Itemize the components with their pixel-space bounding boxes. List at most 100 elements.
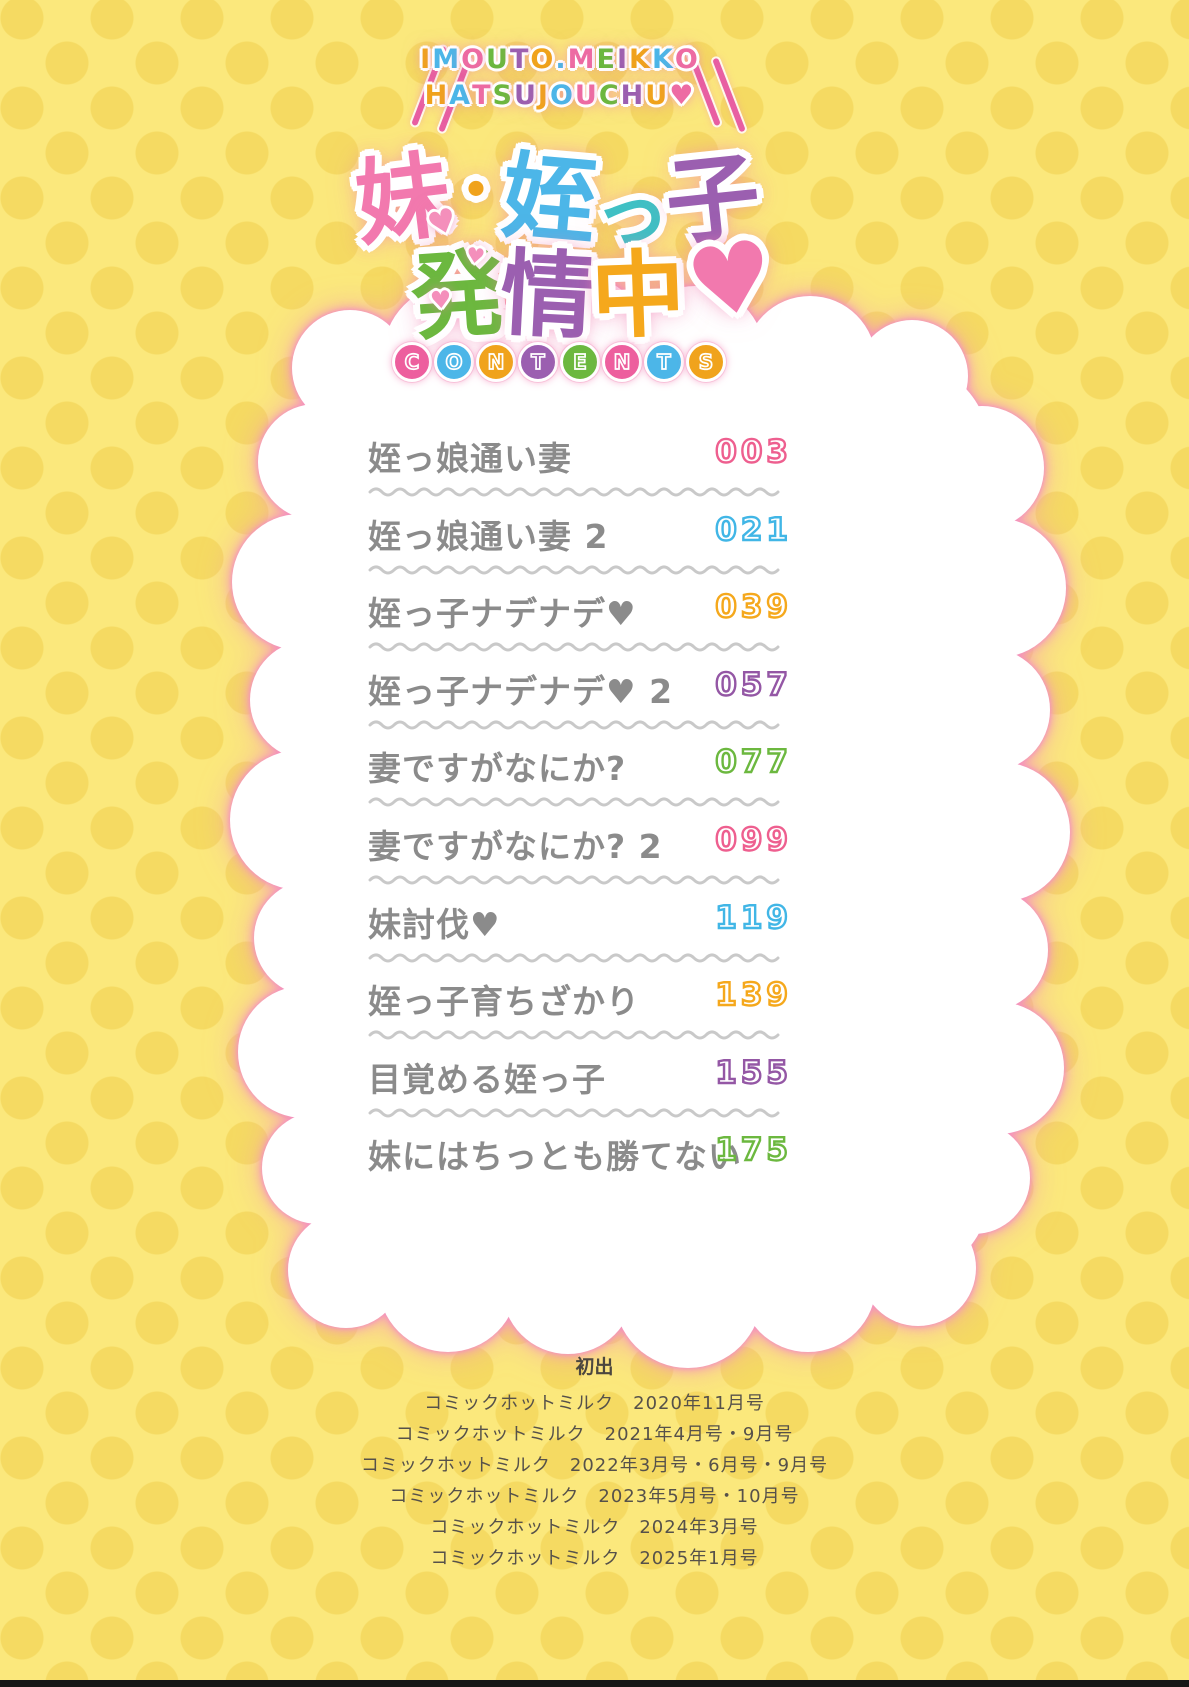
contents-letter-circle: C: [392, 342, 432, 382]
contents-letter: C: [404, 349, 420, 375]
cloud-bump: [288, 1212, 404, 1328]
toc-title: 姪っ子ナデナデ♥ 2: [368, 671, 674, 711]
wavy-divider: [368, 875, 780, 885]
logo-letter: U: [574, 80, 599, 111]
cloud-bump: [926, 518, 1066, 658]
logo-letter: S: [492, 80, 514, 111]
toc-row: 姪っ子育ちざかり 139: [368, 967, 792, 1045]
logo-letter: H: [424, 80, 450, 111]
logo-letter: .: [555, 44, 568, 75]
publication-line: コミックホットミルク 2025年1月号: [430, 1548, 759, 1569]
publication-line: コミックホットミルク 2021年4月号・9月号: [395, 1424, 794, 1445]
contents-letter: T: [656, 349, 671, 375]
publication-info: 初出 コミックホットミルク 2020年11月号コミックホットミルク 2021年4…: [0, 1352, 1189, 1574]
contents-letter-circle: T: [644, 342, 684, 382]
toc-page-number: 021: [714, 510, 792, 548]
toc-page-number: 139: [714, 976, 792, 1014]
toc-page-number: 077: [714, 743, 792, 781]
toc-page-number: 003: [714, 433, 792, 471]
cloud-bump: [250, 640, 370, 760]
cloud-bump: [614, 1220, 762, 1368]
toc-row: 妹討伐♥ 119: [368, 890, 792, 968]
toc-title: 姪っ娘通い妻: [368, 439, 572, 478]
small-heart-icon: ♥: [429, 285, 453, 315]
publication-line: コミックホットミルク 2024年3月号: [430, 1517, 759, 1538]
publication-heading: 初出: [575, 1356, 614, 1378]
wavy-divider: [368, 1030, 780, 1040]
title-char: 発: [407, 238, 510, 355]
cloud-bump: [930, 762, 1070, 902]
toc-page-number: 057: [714, 666, 792, 704]
cloud-base: [310, 360, 990, 1280]
logo-letter: T: [509, 44, 531, 75]
cloud-bump: [254, 880, 370, 996]
logo-letter: U: [486, 44, 510, 75]
wavy-divider: [368, 642, 780, 652]
logo-letter: ♥: [669, 80, 696, 111]
cloud-bump: [230, 750, 370, 890]
publication-line: コミックホットミルク 2023年5月号・10月号: [389, 1486, 800, 1507]
toc-title: 妹討伐♥: [368, 904, 501, 944]
contents-letter-circle: N: [476, 342, 516, 382]
toc-title: 妹にはちっとも勝てない: [368, 1137, 742, 1177]
toc-title: 妻ですがなにか?: [368, 749, 627, 789]
cloud-bump: [920, 406, 1044, 530]
toc-row: 妻ですがなにか? 2 099: [368, 812, 792, 890]
cloud-bump: [502, 1222, 634, 1354]
logo-letter: K: [651, 44, 675, 75]
logo-line1: IMOUTO.MEIKKO: [0, 44, 1120, 75]
book-title-line2: 発情中: [0, 220, 1096, 356]
title-heart-icon: ♥: [678, 217, 784, 343]
contents-letter: S: [698, 349, 714, 375]
cloud-bump: [258, 404, 374, 520]
contents-letter: N: [487, 349, 505, 375]
logo-letter: E: [596, 44, 617, 75]
contents-letter-circle: O: [434, 342, 474, 382]
logo-letter: O: [549, 80, 575, 111]
toc-title: 姪っ子ナデナデ♥: [368, 594, 637, 634]
wavy-divider: [368, 797, 780, 807]
cloud-bump: [856, 320, 968, 432]
logo-letter: A: [449, 80, 473, 111]
toc-row: 姪っ子ナデナデ♥ 2 057: [368, 657, 792, 735]
logo-letter: C: [598, 80, 621, 111]
publication-line: コミックホットミルク 2020年11月号: [424, 1393, 765, 1414]
logo-letter: U: [513, 80, 538, 111]
contents-letter-circle: T: [518, 342, 558, 382]
cloud-bump: [744, 296, 876, 428]
contents-letter: N: [613, 349, 631, 375]
cloud-bump: [232, 514, 368, 650]
title-char: 情: [497, 239, 598, 354]
logo-letter: O: [530, 44, 556, 75]
logo-letter: I: [616, 44, 629, 75]
logo-letter: M: [567, 44, 597, 75]
toc-list: 姪っ娘通い妻 003 姪っ娘通い妻 2 021 姪っ子ナデナデ♥ 039 姪っ子ナデナデ♥ …: [368, 424, 792, 1200]
logo-letter: T: [472, 80, 493, 111]
cloud-bump: [932, 1002, 1064, 1134]
toc-row: 姪っ娘通い妻 003: [368, 424, 792, 502]
logo-letter: O: [461, 44, 487, 75]
cloud-bump: [262, 1112, 374, 1224]
toc-page-number: 155: [714, 1054, 792, 1092]
logo-letter: J: [537, 80, 550, 111]
logo-letter: U: [645, 80, 670, 111]
wavy-divider: [368, 953, 780, 963]
cloud-bump: [740, 1216, 876, 1352]
toc-title: 妻ですがなにか? 2: [368, 826, 663, 866]
toc-page-number: 099: [714, 821, 792, 859]
wavy-divider: [368, 487, 780, 497]
toc-row: 姪っ子ナデナデ♥ 039: [368, 579, 792, 657]
toc-page-number: 039: [714, 588, 792, 626]
logo-line2: HATSUJOUCHU♥: [0, 80, 1120, 111]
wavy-divider: [368, 565, 780, 575]
logo-letter: M: [432, 44, 462, 75]
toc-row: 妻ですがなにか? 077: [368, 734, 792, 812]
toc-row: 姪っ娘通い妻 2 021: [368, 502, 792, 580]
wavy-divider: [368, 1108, 780, 1118]
cloud-bump: [924, 888, 1048, 1012]
cloud-bump: [860, 1210, 976, 1326]
toc-title: 姪っ子育ちざかり: [368, 982, 640, 1022]
cloud-bump: [238, 986, 370, 1118]
